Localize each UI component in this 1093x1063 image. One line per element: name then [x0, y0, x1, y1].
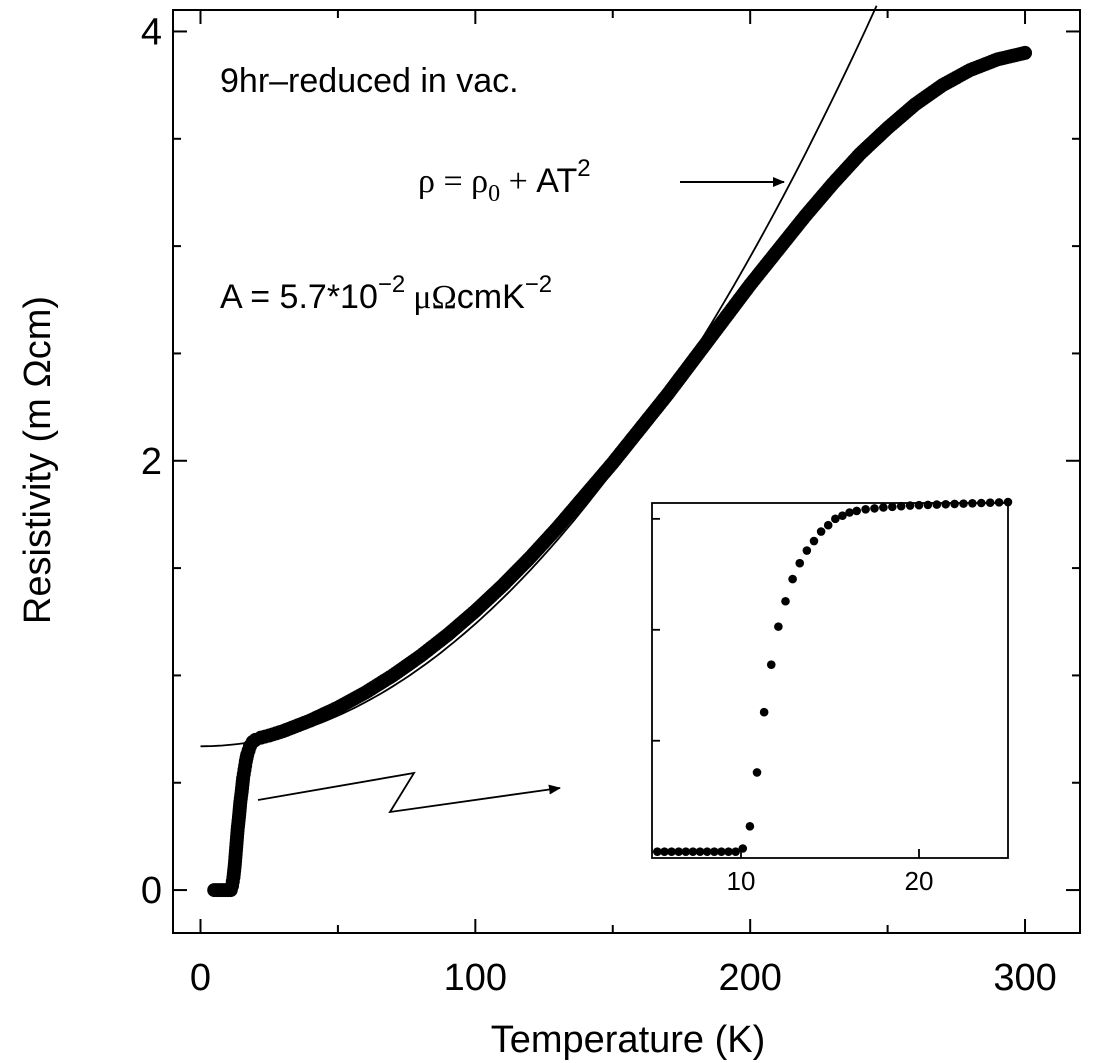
inset-data-point — [861, 505, 870, 514]
inset-data-point — [688, 847, 698, 856]
y-tick-label: 0 — [141, 870, 162, 912]
inset-data-point — [838, 511, 847, 520]
inset-data-point — [759, 707, 769, 717]
inset-data-point — [766, 660, 776, 669]
x-tick-label: 100 — [444, 957, 507, 999]
inset-data-point — [896, 501, 906, 511]
inset-data-point — [914, 500, 924, 510]
inset-data-point — [710, 847, 719, 856]
inset-data-point — [752, 768, 762, 777]
inset-data-point — [816, 527, 826, 536]
inset-data-point — [702, 847, 712, 856]
inset-data-point — [941, 499, 950, 509]
sample-label: 9hr–reduced in vac. — [220, 62, 519, 100]
fit-sub: 0 — [488, 181, 500, 207]
coef-unit-exp: −2 — [525, 271, 552, 298]
inset-data-points — [653, 497, 1013, 856]
inset-data-point — [888, 502, 897, 512]
inset-data-point — [809, 536, 819, 546]
inset-data-point — [1003, 497, 1013, 507]
fit-rho: ρ = ρ — [418, 163, 488, 200]
inset-data-point — [653, 847, 662, 856]
inset-data-point — [788, 574, 797, 584]
inset-data-point — [923, 500, 933, 510]
inset-data-point — [932, 500, 942, 509]
inset-data-point — [660, 847, 669, 856]
inset-data-point — [781, 596, 790, 606]
inset-x-tick-label: 20 — [905, 866, 934, 896]
fit-at: AT — [536, 162, 577, 200]
fit-formula: ρ = ρ0 + AT2 — [418, 155, 591, 207]
inset-frame — [651, 502, 1009, 859]
data-point — [1018, 45, 1033, 60]
y-axis-label: Resistivity (m Ωcm) — [17, 296, 59, 624]
inset-data-point — [959, 499, 968, 508]
inset-data-point — [724, 847, 733, 856]
inset-data-point — [695, 847, 705, 856]
coef-unit: μΩ — [413, 279, 457, 316]
inset-data-point — [745, 822, 755, 831]
inset-data-point — [731, 847, 740, 856]
inset-data-point — [667, 847, 676, 856]
x-tick-label: 200 — [718, 957, 781, 999]
inset-data-point — [717, 847, 726, 856]
inset-tick-labels: 10 20 — [727, 866, 934, 896]
coef-exp: −2 — [378, 271, 405, 298]
inset-data-point — [950, 499, 959, 509]
inset-data-point — [870, 504, 879, 513]
inset-data-point — [845, 508, 854, 517]
coef-main: A = 5.7*10 — [220, 278, 378, 316]
inset-data-point — [831, 514, 840, 524]
inset-pointer-arrow — [257, 771, 561, 814]
inset-data-point — [681, 847, 691, 856]
inset-data-point — [802, 546, 812, 555]
inset-data-point — [968, 499, 977, 508]
inset-data-point — [823, 520, 833, 530]
inset-data-point — [985, 498, 995, 507]
fit-plus: + — [500, 163, 536, 200]
y-tick-label: 4 — [141, 11, 162, 53]
main-axis-ticks — [173, 10, 1080, 933]
x-tick-label: 300 — [993, 957, 1056, 999]
inset-data-point — [852, 506, 861, 516]
coefficient-label: A = 5.7*10−2 μΩcmK−2 — [220, 271, 552, 316]
inset-data-point — [738, 844, 748, 853]
x-axis-label: Temperature (K) — [491, 1019, 766, 1061]
inset-data-point — [879, 503, 888, 512]
plot-frame — [172, 9, 1081, 934]
coef-unit2: cmK — [457, 278, 525, 316]
inset-data-point — [674, 847, 683, 856]
main-data-points — [207, 45, 1033, 898]
inset-data-point — [774, 622, 783, 631]
inset-data-point — [905, 501, 915, 510]
inset-x-tick-label: 10 — [727, 866, 756, 896]
inset-data-point — [977, 498, 986, 508]
y-tick-label: 2 — [141, 441, 162, 483]
x-tick-label: 0 — [190, 957, 211, 999]
fit-exp: 2 — [577, 155, 590, 182]
inset-data-point — [994, 498, 1004, 507]
inset-data-point — [795, 558, 805, 568]
